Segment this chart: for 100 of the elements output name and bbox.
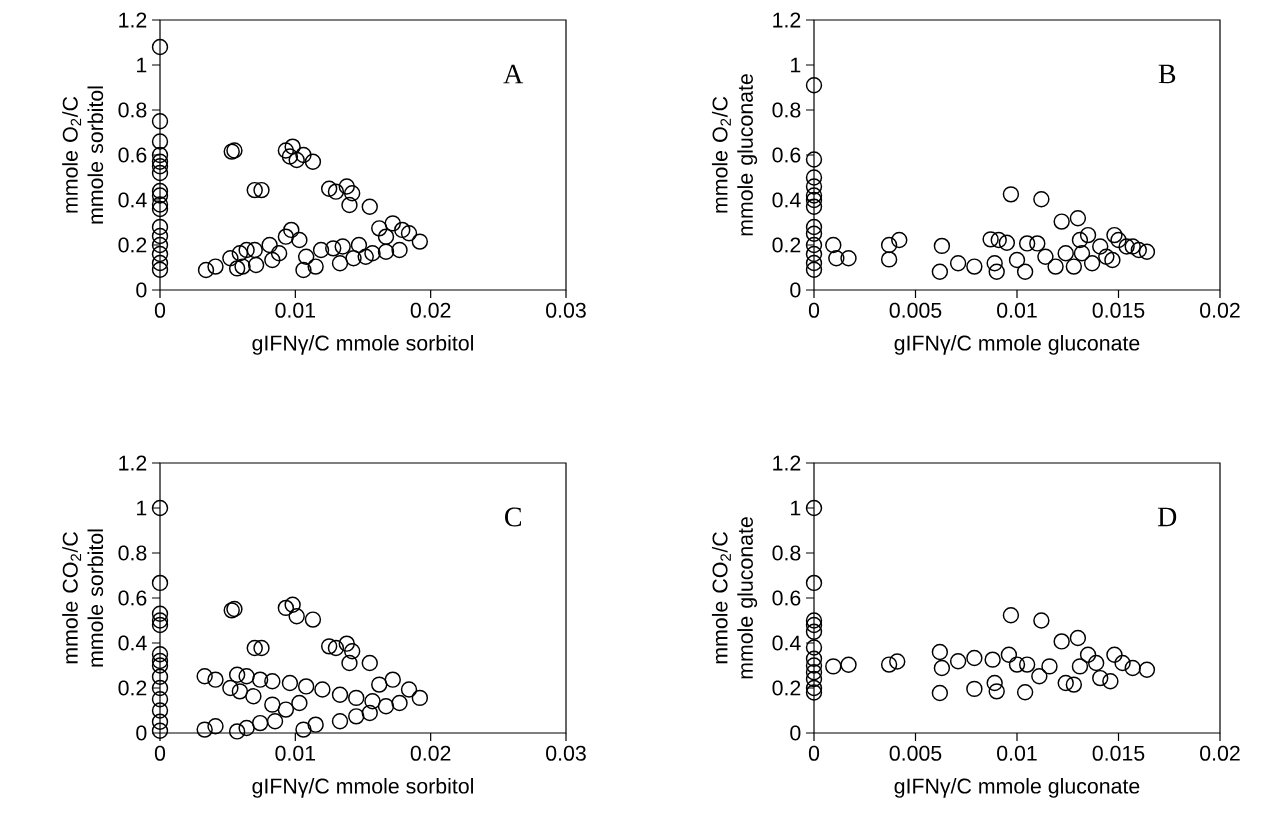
- point: [805, 198, 823, 215]
- point: [984, 651, 1001, 668]
- point: [1106, 226, 1123, 244]
- point: [1110, 231, 1127, 249]
- x-tick-label: 0.01: [997, 302, 1037, 318]
- point: [1065, 676, 1083, 693]
- y-tick-label: 0.4: [118, 635, 147, 651]
- point: [1033, 191, 1050, 208]
- point: [880, 656, 898, 673]
- x-axis-title: gIFNγ/C mmole sorbitol: [252, 334, 473, 355]
- point: [1029, 235, 1046, 252]
- point: [1087, 654, 1105, 672]
- y-tick-label: 1: [137, 500, 147, 516]
- y-tick-label: 0: [790, 282, 801, 298]
- point: [1092, 238, 1109, 255]
- y-tick-label: 0: [790, 725, 801, 741]
- point: [966, 680, 983, 698]
- point: [1118, 238, 1135, 255]
- y-tick-label: 1: [791, 500, 801, 516]
- point: [1098, 248, 1115, 265]
- y-tick-label: 0: [136, 282, 147, 298]
- point: [933, 659, 951, 677]
- point: [1124, 238, 1141, 255]
- point: [966, 258, 983, 275]
- x-tick-label: 0.01: [275, 745, 316, 761]
- point: [805, 657, 823, 674]
- x-tick-label: 0: [154, 745, 166, 761]
- y-tick-label: 1.2: [773, 455, 801, 471]
- point: [931, 263, 949, 280]
- point: [805, 178, 823, 195]
- annotation: C: [505, 507, 522, 527]
- point: [1069, 210, 1087, 227]
- y-tick-label: 1.2: [119, 455, 147, 471]
- point: [805, 218, 823, 236]
- point: [988, 683, 1005, 700]
- point: [990, 231, 1007, 249]
- y-tick-label: 1: [791, 57, 801, 73]
- point: [805, 191, 823, 209]
- point: [1069, 629, 1087, 647]
- point: [1033, 612, 1050, 629]
- x-tick-label: 0.005: [889, 745, 942, 761]
- y-tick-label: 0.8: [772, 102, 801, 118]
- point: [805, 187, 823, 204]
- point: [1138, 243, 1156, 260]
- annotation: A: [503, 64, 524, 84]
- point: [1053, 633, 1070, 650]
- point: [1114, 654, 1131, 672]
- point: [982, 231, 999, 248]
- point: [1047, 258, 1064, 275]
- point: [949, 255, 967, 272]
- point: [805, 225, 823, 242]
- point: [805, 670, 823, 688]
- point: [805, 616, 823, 634]
- point: [805, 236, 823, 254]
- point: [805, 623, 823, 640]
- y-tick-label: 1: [137, 57, 147, 73]
- point: [933, 237, 951, 255]
- point: [1053, 213, 1070, 230]
- point: [805, 245, 823, 263]
- point: [1092, 669, 1109, 687]
- point: [840, 250, 857, 267]
- point: [1016, 684, 1034, 701]
- point: [1008, 251, 1026, 269]
- point: [1000, 646, 1018, 663]
- point: [966, 649, 983, 667]
- x-tick-label: 0.015: [1092, 745, 1145, 761]
- annotation: D: [1157, 507, 1177, 527]
- y-tick-label: 0.2: [118, 680, 147, 696]
- point: [1106, 646, 1123, 663]
- x-tick-label: 0: [154, 302, 166, 318]
- point: [1018, 656, 1036, 673]
- x-tick-label: 0.02: [410, 745, 451, 761]
- y-tick-label: 0.4: [118, 192, 147, 208]
- point: [880, 251, 898, 268]
- point: [805, 679, 823, 697]
- point: [1037, 248, 1054, 265]
- x-tick-label: 0.015: [1092, 302, 1145, 318]
- point: [805, 499, 823, 517]
- point: [949, 653, 967, 670]
- x-axis-title: gIFNγ/C mmole sorbitol: [252, 777, 473, 798]
- y-tick-label: 0: [136, 725, 147, 741]
- x-tick-label: 0: [808, 745, 820, 761]
- point: [805, 151, 823, 168]
- x-tick-label: 0.02: [1200, 745, 1240, 761]
- point: [805, 650, 823, 667]
- y-tick-label: 0.8: [118, 102, 147, 118]
- point: [805, 77, 823, 94]
- y-tick-label: 0.4: [772, 192, 801, 208]
- y-tick-label: 0.2: [772, 680, 801, 696]
- point: [1079, 226, 1097, 244]
- point: [825, 236, 842, 254]
- point: [840, 656, 857, 674]
- y-tick-label: 0.8: [118, 545, 147, 561]
- point: [825, 658, 842, 675]
- point: [1071, 231, 1089, 249]
- x-tick-label: 0.01: [997, 745, 1037, 761]
- point: [805, 639, 823, 656]
- y-tick-label: 0.2: [772, 237, 801, 253]
- point: [1041, 658, 1058, 675]
- y-tick-label: 0.6: [772, 590, 801, 606]
